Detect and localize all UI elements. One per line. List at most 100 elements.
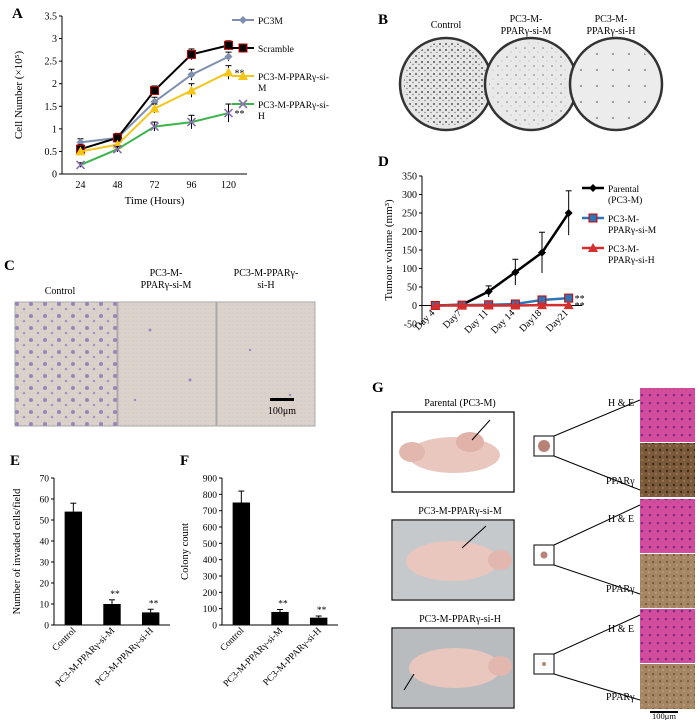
legend-label: Parental [608, 185, 639, 195]
data-point [510, 300, 521, 310]
data-point [538, 248, 546, 257]
y-tick-label: 3 [52, 34, 57, 45]
y-tick-label: 250 [402, 209, 417, 220]
chart-f-colony-count: 0100200300400500600700800900Control**PC3… [180, 475, 338, 689]
ppar-stain-parental [640, 443, 695, 497]
y-tick-label: 40 [40, 538, 50, 548]
invasion-label-si-h-line2: si-H [257, 280, 274, 291]
data-point [483, 300, 494, 310]
legend-label: PC3-M- [608, 245, 639, 255]
legend-marker [239, 16, 247, 24]
bar [232, 502, 251, 625]
legend-marker [589, 184, 597, 192]
data-point [223, 67, 234, 77]
panel-label-d: D [378, 154, 389, 170]
x-tick-label: 120 [221, 180, 236, 191]
legend-label: H [258, 112, 265, 122]
legend-label: Scramble [258, 45, 294, 55]
x-tick-label: Day 14 [489, 308, 517, 336]
y-tick-label: 3.5 [45, 12, 58, 23]
excised-tumour-parental [538, 440, 550, 452]
y-tick-label: 50 [407, 283, 417, 294]
data-point [187, 70, 196, 79]
y-tick-label: 0 [412, 301, 417, 312]
y-tick-label: 30 [40, 559, 50, 569]
invasion-image-si-m [117, 301, 217, 427]
panel-label-e: E [10, 453, 20, 469]
y-tick-label: 20 [40, 580, 50, 590]
panel-g-xenograft: Parental (PC3-M) H & E PPARγ PC3-M-PPARγ… [391, 388, 695, 720]
he-stain-si-h [640, 609, 695, 663]
x-tick-label: Day21 [544, 308, 571, 335]
x-tick-label: Day 11 [463, 308, 491, 336]
legend-label: PC3-M- [608, 215, 639, 225]
y-axis-label: Cell Number (×10⁵) [13, 51, 25, 140]
dish-si-h-colonies [574, 42, 658, 126]
x-tick-label: Day18 [517, 308, 544, 335]
y-tick-label: 0 [52, 170, 57, 181]
data-point [457, 300, 467, 310]
y-axis-label: Colony count [180, 523, 191, 580]
mouse-body-si-h [409, 648, 501, 688]
ppar-label-parental: PPARγ [606, 476, 635, 487]
data-point [511, 268, 520, 277]
mouse-body-si-m [406, 541, 498, 581]
data-point [112, 144, 123, 154]
y-tick-label: 100 [402, 264, 417, 275]
y-tick-label: 500 [203, 540, 218, 550]
invasion-label-control: Control [45, 286, 76, 297]
data-point [75, 160, 86, 170]
y-tick-label: 1 [52, 124, 57, 135]
x-tick-label: 96 [187, 180, 197, 191]
panel-label-c: C [4, 258, 15, 274]
legend-marker [238, 43, 248, 53]
ppar-label-si-h: PPARγ [606, 692, 635, 703]
y-tick-label: 50 [40, 517, 50, 527]
he-stain-si-m [640, 499, 695, 553]
chart-a-growth-curve: 0 0.5 1 1.5 2 2.5 3 3.5 24 48 72 96 120 ** ** Cell Numb… [13, 12, 329, 208]
tumour-parental [456, 432, 484, 452]
bar [309, 617, 328, 625]
data-point [224, 40, 233, 50]
y-tick-label: 200 [402, 227, 417, 238]
dish-label-control: Control [431, 20, 462, 31]
y-tick-label: 700 [203, 507, 218, 517]
data-point [187, 49, 196, 59]
significance-marker: ** [575, 294, 585, 305]
significance-marker: ** [149, 599, 159, 609]
y-axis-label: Tumour volume (mm³) [383, 199, 395, 301]
excised-tumour-si-m [540, 551, 548, 559]
y-tick-label: 0 [212, 622, 217, 632]
data-point [75, 146, 86, 156]
dish-label-si-h-line1: PC3-M- [595, 14, 628, 25]
ppar-stain-si-h [640, 664, 695, 709]
series-line [435, 212, 570, 307]
he-label-si-h: H & E [608, 624, 634, 635]
data-point [563, 300, 574, 310]
data-point [149, 122, 160, 132]
y-tick-label: 900 [203, 475, 218, 485]
y-tick-label: -50 [404, 320, 417, 331]
dish-label-si-m-line2: PPARγ-si-M [501, 26, 552, 37]
data-point [224, 52, 233, 61]
panel-c-invasion-assay: Control PC3-M- PPARγ-si-M PC3-M-PPARγ- s… [14, 268, 316, 427]
y-tick-label: 0.5 [45, 147, 58, 158]
legend-label: PC3-M-PPARγ-si- [258, 73, 329, 83]
bar [64, 511, 83, 625]
y-tick-label: 300 [402, 190, 417, 201]
invasion-control-cells [15, 302, 117, 426]
y-tick-label: 350 [402, 172, 417, 183]
x-tick-label: Day7 [441, 308, 464, 331]
he-stain-parental [640, 388, 695, 442]
data-point [430, 300, 441, 310]
y-tick-label: 400 [203, 556, 218, 566]
he-label-si-m: H & E [608, 514, 634, 525]
y-axis-label: Number of invaded cells/field [12, 488, 23, 614]
ppar-label-si-m: PPARγ [606, 584, 635, 595]
bar [141, 612, 160, 625]
legend-marker [588, 243, 598, 252]
x-axis-label: Time (Hours) [125, 195, 185, 207]
bar [271, 611, 289, 625]
